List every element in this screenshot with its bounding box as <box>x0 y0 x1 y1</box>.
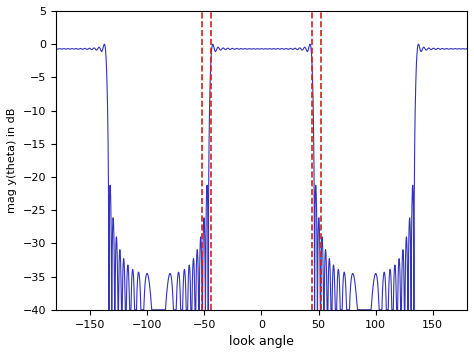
Y-axis label: mag y(theta) in dB: mag y(theta) in dB <box>7 108 17 213</box>
X-axis label: look angle: look angle <box>229 335 294 348</box>
